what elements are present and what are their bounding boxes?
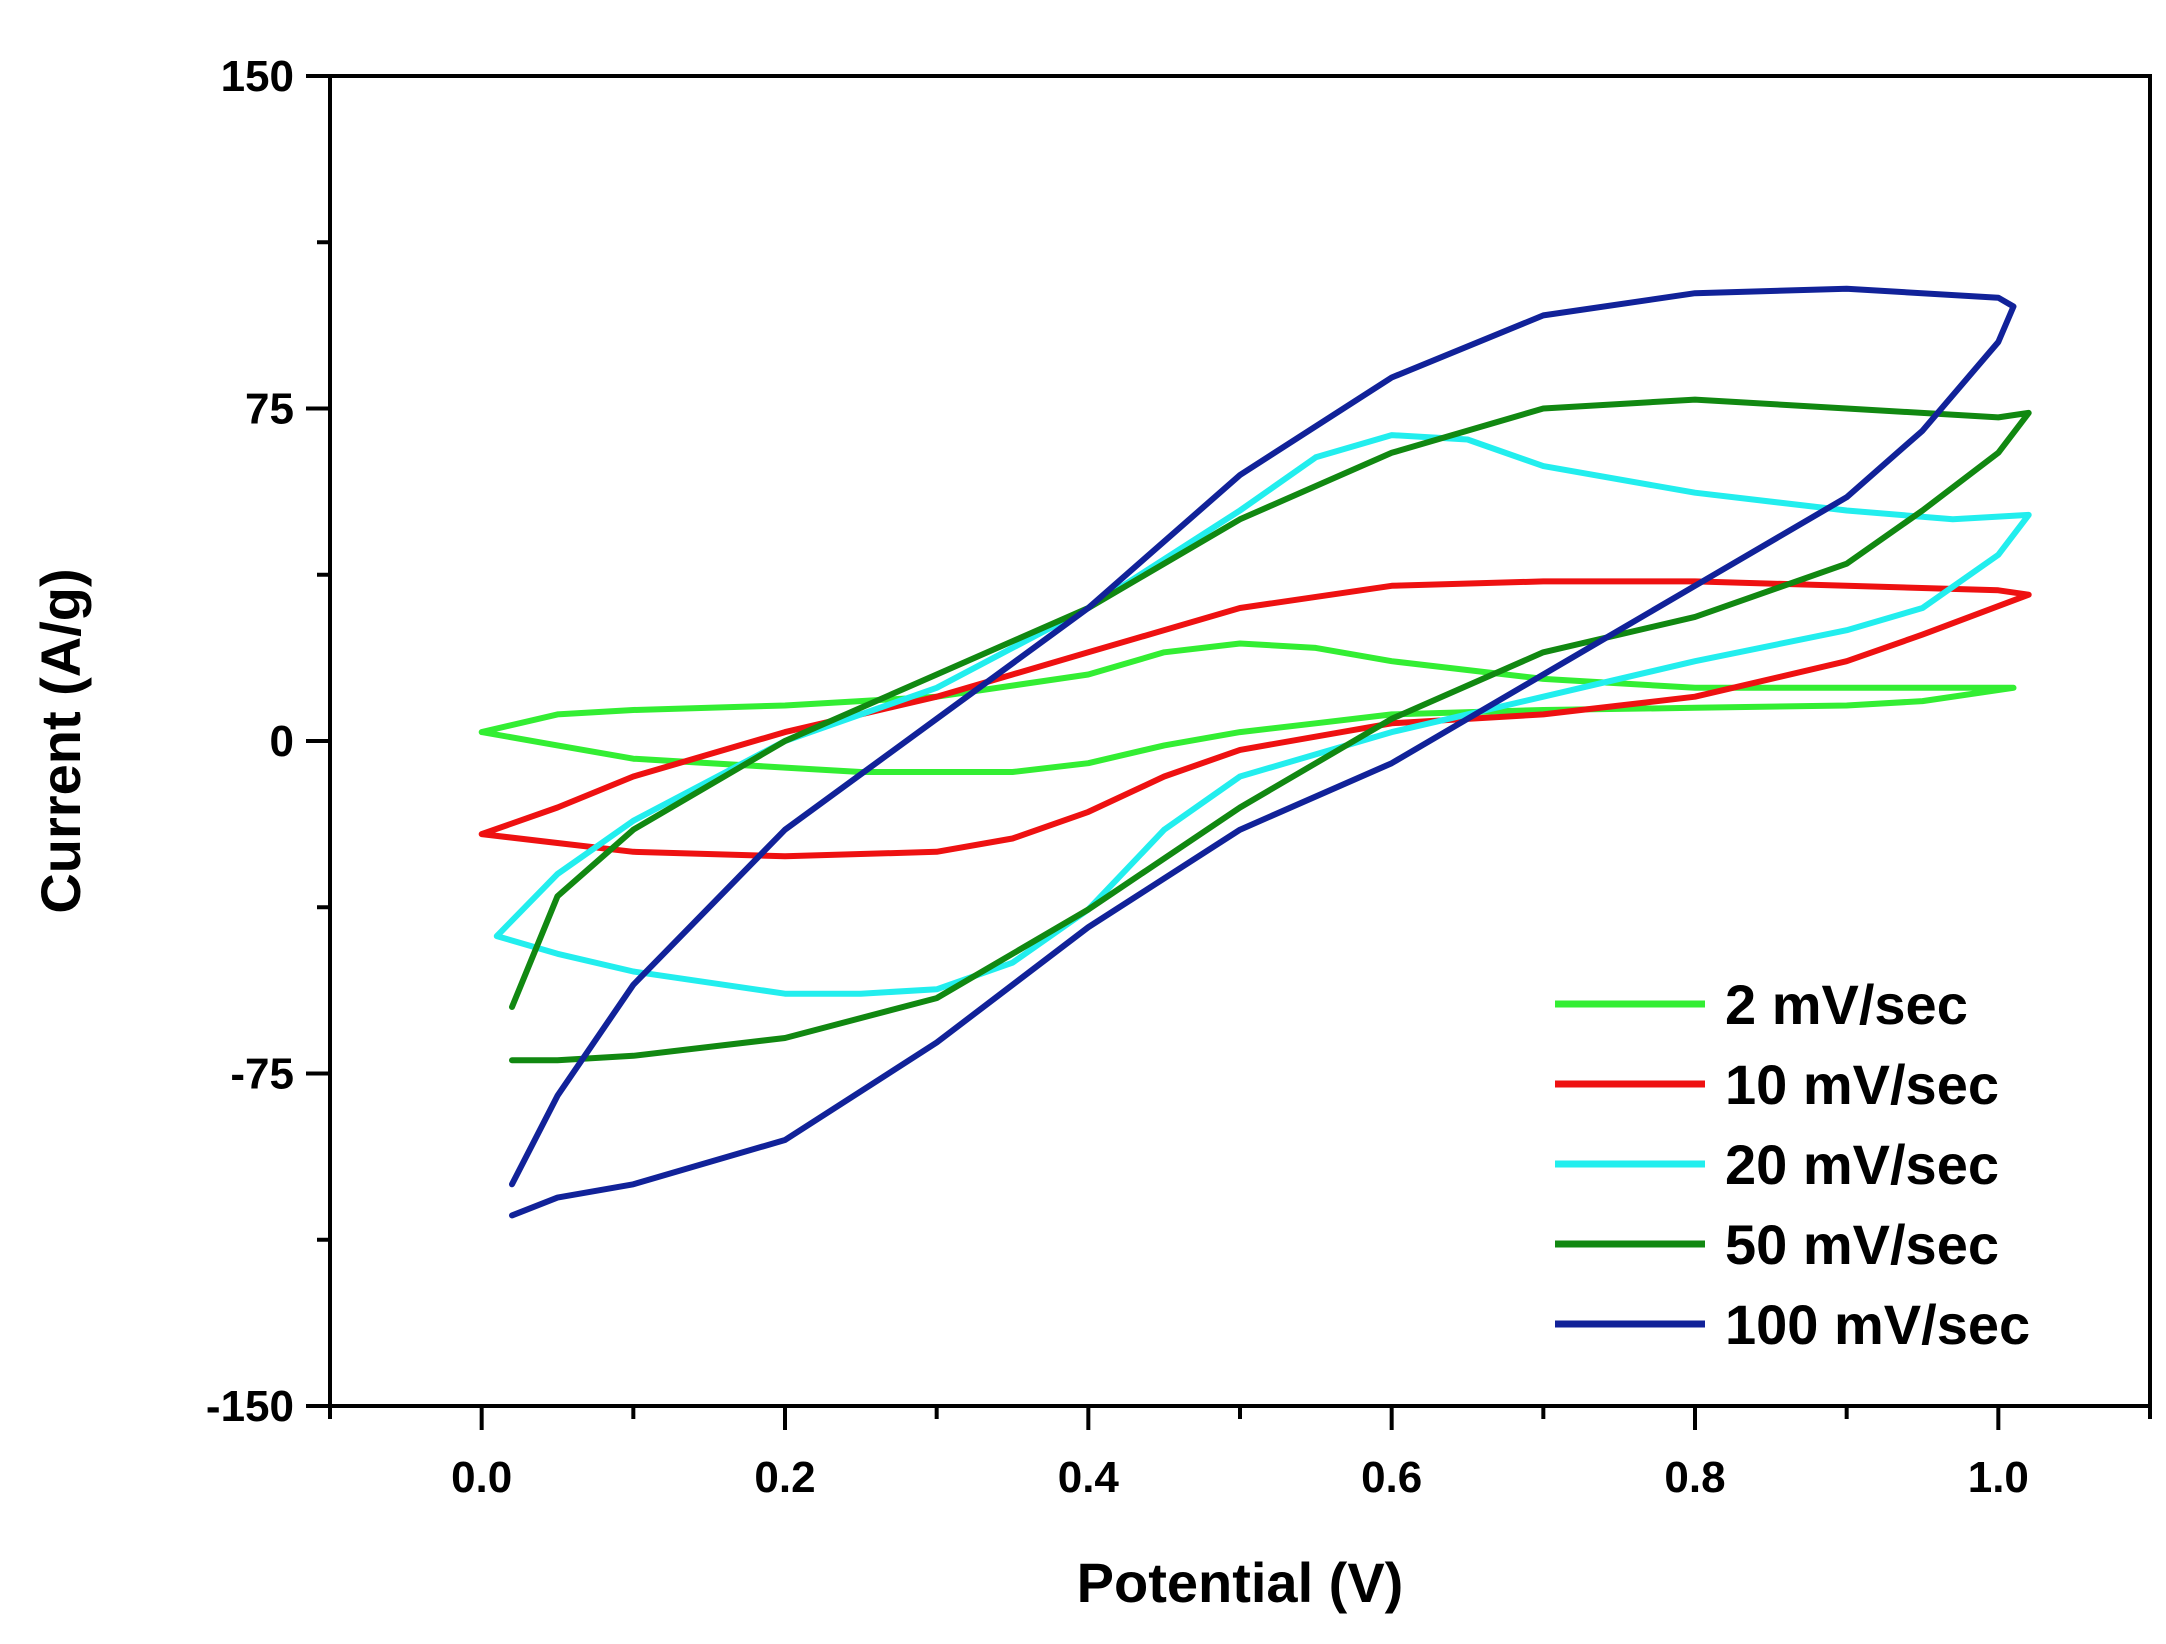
y-tick-label: -150 bbox=[206, 1382, 294, 1431]
plot-frame bbox=[328, 74, 2152, 1408]
x-tick-label: 0.8 bbox=[1664, 1453, 1725, 1502]
x-tick-label: 0.4 bbox=[1058, 1453, 1120, 1502]
x-axis-title: Potential (V) bbox=[1077, 1551, 1404, 1614]
series-line-50-mv-sec bbox=[509, 396, 2032, 1064]
series-line-10-mv-sec bbox=[478, 578, 2032, 860]
y-tick-label: -75 bbox=[230, 1050, 294, 1099]
x-tick-label: 0.2 bbox=[754, 1453, 815, 1502]
y-tick-label: 0 bbox=[270, 717, 294, 766]
series-layer bbox=[478, 285, 2032, 1219]
x-tick-label: 0.0 bbox=[451, 1453, 512, 1502]
y-tick-label: 150 bbox=[221, 52, 294, 101]
y-tick-label: 75 bbox=[245, 385, 294, 434]
y-axis-title: Current (A/g) bbox=[29, 568, 92, 913]
series-line-20-mv-sec bbox=[493, 432, 2032, 997]
axis-layer: 150 75 0 -75 -150 0.0 0.2 0.4 0.6 0.8 1.0 bbox=[206, 52, 2152, 1502]
legend-label: 20 mV/sec bbox=[1725, 1133, 1999, 1196]
legend: 2 mV/sec 10 mV/sec 20 mV/sec 50 mV/sec 100 m… bbox=[1555, 973, 2030, 1356]
legend-label: 10 mV/sec bbox=[1725, 1053, 1999, 1116]
legend-label: 100 mV/sec bbox=[1725, 1293, 2030, 1356]
legend-label: 50 mV/sec bbox=[1725, 1213, 1999, 1276]
series-line-100-mv-sec bbox=[509, 285, 2017, 1219]
legend-label: 2 mV/sec bbox=[1725, 973, 1968, 1036]
x-tick-label: 1.0 bbox=[1968, 1453, 2029, 1502]
series-line-2-mv-sec bbox=[478, 640, 2017, 775]
x-tick-label: 0.6 bbox=[1361, 1453, 1422, 1502]
